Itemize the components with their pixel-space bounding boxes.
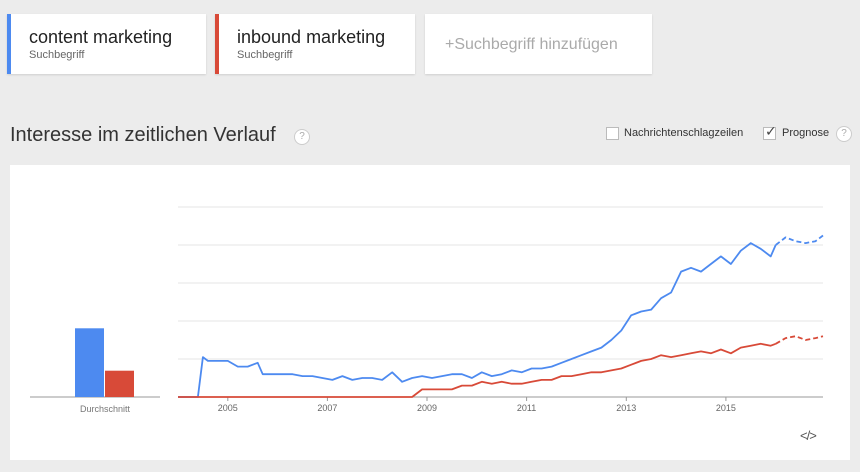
search-term-card-inbound-marketing[interactable]: inbound marketing Suchbegriff: [215, 14, 415, 74]
series-line-content-marketing: [178, 242, 777, 398]
term-color-bar: [7, 14, 11, 74]
help-icon[interactable]: ?: [836, 126, 852, 142]
average-bar-content-marketing: [75, 328, 104, 397]
embed-code-icon[interactable]: </>: [800, 428, 817, 443]
x-tick-label: 2013: [616, 403, 636, 413]
search-term-subtitle: Suchbegriff: [237, 49, 293, 61]
x-tick-label: 2005: [218, 403, 238, 413]
average-label: Durchschnitt: [80, 404, 131, 414]
search-term-subtitle: Suchbegriff: [29, 49, 85, 61]
add-search-term-button[interactable]: +Suchbegriff hinzufügen: [425, 14, 652, 74]
term-color-bar: [215, 14, 219, 74]
series-line-inbound-marketing-prognose-: [775, 335, 824, 345]
interest-over-time-chart: Durchschnitt 2005 2007 2009 2011 2013 2015: [30, 206, 824, 414]
average-bar-inbound-marketing: [105, 370, 134, 397]
x-tick-label: 2007: [317, 403, 337, 413]
x-tick-label: 2015: [716, 403, 736, 413]
chart-panel: Durchschnitt 2005 2007 2009 2011 2013 2015: [10, 165, 850, 460]
prognose-label[interactable]: Prognose: [782, 127, 830, 139]
search-term-card-content-marketing[interactable]: content marketing Suchbegriff: [7, 14, 206, 74]
search-term-name[interactable]: inbound marketing: [237, 27, 386, 47]
series-line-content-marketing-prognose-: [775, 234, 824, 246]
help-icon[interactable]: ?: [294, 129, 310, 145]
series-line-inbound-marketing: [178, 342, 777, 398]
news-headlines-label[interactable]: Nachrichtenschlagzeilen: [624, 127, 744, 139]
add-search-term-label[interactable]: +Suchbegriff hinzufügen: [445, 36, 618, 53]
check-icon: ✓: [765, 123, 777, 139]
prognose-checkbox[interactable]: ✓: [763, 123, 777, 140]
x-tick-label: 2009: [417, 403, 437, 413]
search-term-name[interactable]: content marketing: [29, 27, 173, 47]
news-headlines-checkbox[interactable]: [606, 127, 619, 140]
x-tick-label: 2011: [517, 403, 536, 413]
section-title: Interesse im zeitlichen Verlauf: [10, 124, 276, 146]
